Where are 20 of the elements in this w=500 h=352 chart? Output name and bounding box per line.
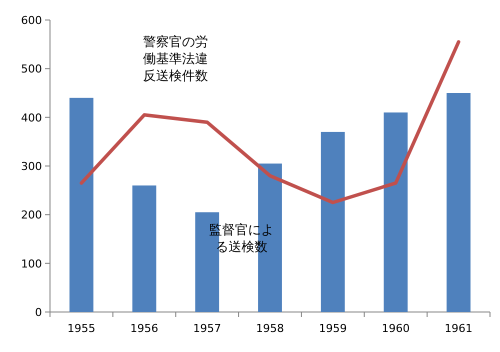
bar bbox=[384, 112, 408, 312]
x-tick-label: 1958 bbox=[256, 322, 284, 335]
x-tick-label: 1956 bbox=[130, 322, 158, 335]
x-tick-label: 1961 bbox=[444, 322, 473, 335]
bar bbox=[320, 132, 345, 312]
text: 警察官の労働基準法違反送検件数 bbox=[143, 34, 208, 84]
y-tick-label: 100 bbox=[21, 257, 42, 270]
bar bbox=[69, 98, 94, 312]
x-tick-label: 1959 bbox=[318, 322, 347, 335]
x-tick-label: 1955 bbox=[67, 322, 96, 335]
y-tick-label: 500 bbox=[21, 62, 42, 76]
y-tick-label: 300 bbox=[21, 160, 42, 173]
bar bbox=[132, 185, 156, 312]
x-tick-label: 1960 bbox=[382, 322, 410, 335]
y-tick-label: 200 bbox=[21, 208, 42, 222]
x-tick-label: 1957 bbox=[193, 322, 222, 335]
y-tick-label: 0 bbox=[35, 306, 42, 319]
bar bbox=[446, 93, 471, 312]
y-tick-label: 400 bbox=[21, 111, 42, 124]
y-tick-label: 600 bbox=[21, 14, 42, 27]
